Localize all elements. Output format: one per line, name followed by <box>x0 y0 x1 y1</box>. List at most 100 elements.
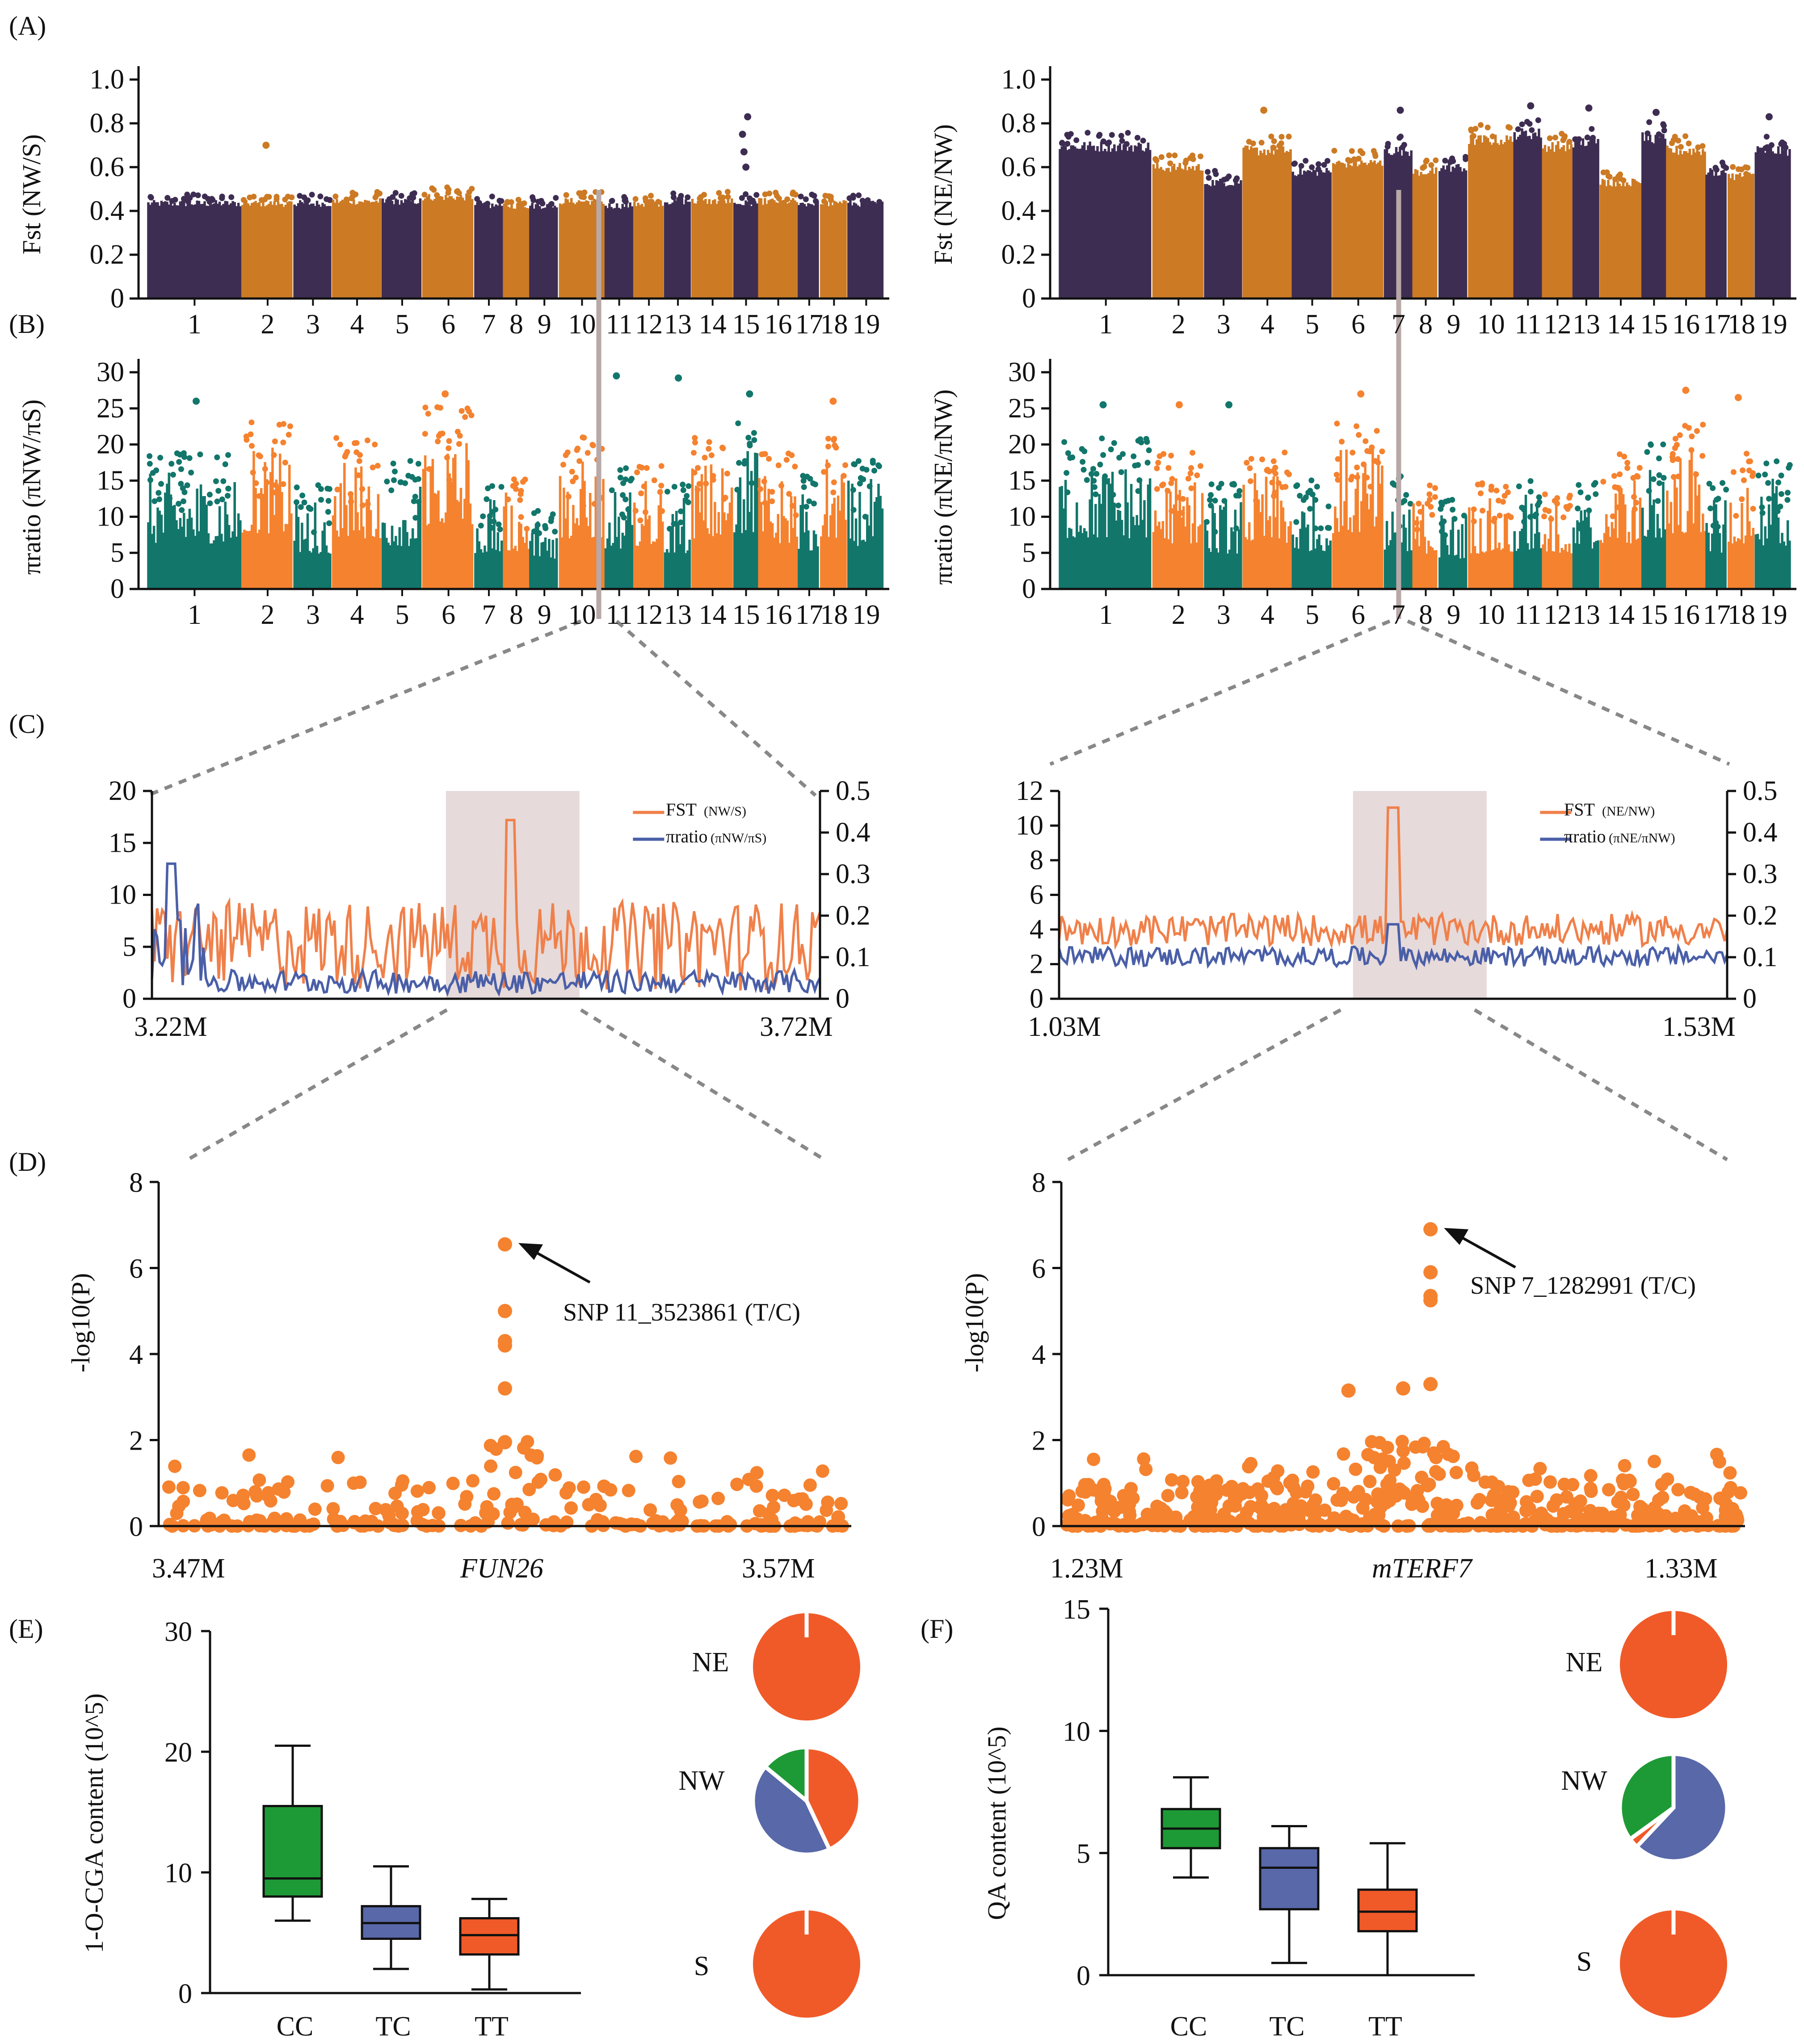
data-point <box>1183 157 1189 164</box>
data-point <box>377 190 383 197</box>
data-point <box>1090 466 1096 472</box>
chromosome-label: 18 <box>1728 600 1755 630</box>
snp-point <box>1734 1486 1747 1500</box>
data-point <box>1442 532 1448 538</box>
data-point <box>476 200 483 206</box>
data-point <box>491 518 497 525</box>
data-point <box>392 468 398 475</box>
data-point <box>1339 438 1345 445</box>
chromosome-label: 14 <box>1607 600 1635 630</box>
x-range-end: 1.33M <box>1644 1553 1718 1584</box>
data-point <box>1488 487 1494 493</box>
data-point <box>1185 475 1191 482</box>
data-point <box>1491 518 1497 524</box>
snp-point <box>508 1499 521 1513</box>
data-point <box>761 478 767 484</box>
data-point <box>658 463 664 469</box>
data-point <box>1085 130 1091 136</box>
top-snp-point <box>1423 1222 1438 1236</box>
data-point <box>1575 505 1581 512</box>
top-snp-point <box>1423 1293 1438 1308</box>
outlier-point <box>442 390 449 398</box>
data-point <box>576 458 583 464</box>
zoom-connector <box>615 619 817 797</box>
data-point <box>627 477 634 484</box>
snp-point <box>1582 1517 1596 1531</box>
data-point <box>1589 126 1595 132</box>
legend-sub: (NW/S) <box>704 804 746 819</box>
y-tick-label: 0 <box>129 1512 143 1542</box>
data-point <box>553 195 559 201</box>
data-point <box>1503 484 1509 490</box>
data-point <box>147 194 154 200</box>
data-point <box>751 437 757 443</box>
snp-point <box>432 1506 446 1520</box>
data-point <box>766 456 772 462</box>
arrow-head <box>518 1243 543 1260</box>
top-snp-point <box>498 1435 512 1450</box>
snp-point <box>215 1486 229 1500</box>
data-point <box>766 190 773 197</box>
data-point <box>1630 475 1636 481</box>
snp-point <box>1602 1483 1615 1497</box>
chromosome-label: 6 <box>442 309 455 340</box>
legend-label: FST <box>666 799 697 820</box>
data-point <box>1590 135 1596 141</box>
data-point <box>1174 494 1181 500</box>
data-point <box>810 480 816 487</box>
data-point <box>426 466 432 472</box>
data-point <box>648 199 655 205</box>
data-point <box>1621 454 1627 460</box>
data-point <box>1165 465 1172 471</box>
data-point <box>1617 451 1623 457</box>
data-point <box>412 515 419 521</box>
snp-point <box>1465 1461 1479 1475</box>
chromosome-label: 16 <box>765 600 792 630</box>
chromosome-block <box>733 451 758 589</box>
data-point <box>485 485 491 492</box>
data-point <box>1784 497 1791 503</box>
data-point <box>1247 465 1253 471</box>
data-point <box>1221 177 1227 183</box>
outlier-point <box>829 397 837 405</box>
snp-point <box>750 1466 764 1480</box>
y-tick-label: 0.8 <box>90 108 125 139</box>
chromosome-block <box>422 193 474 299</box>
data-point <box>1297 492 1303 499</box>
data-point <box>550 511 556 517</box>
top-snp-point <box>1341 1383 1356 1398</box>
snp-point <box>176 1481 190 1495</box>
data-point <box>1298 163 1304 169</box>
y-tick-label: 20 <box>97 429 124 460</box>
chromosome-block <box>1599 480 1642 589</box>
box <box>1259 1847 1320 1910</box>
snp-point <box>803 1478 817 1492</box>
data-point <box>1677 432 1683 438</box>
data-point <box>1656 472 1662 478</box>
data-point <box>1204 519 1210 525</box>
data-point <box>718 195 724 201</box>
category-label: CC <box>1170 2011 1207 2042</box>
data-point <box>710 473 716 479</box>
chromosome-block <box>1754 145 1791 299</box>
data-point <box>1527 488 1534 495</box>
x-range-end: 1.53M <box>1662 1012 1736 1042</box>
data-point <box>1428 504 1434 510</box>
chromosome-label: 1 <box>1099 600 1113 630</box>
data-point <box>859 198 866 204</box>
snp-point <box>589 1493 603 1506</box>
data-point <box>798 193 804 200</box>
y-tick-label: 25 <box>97 393 124 424</box>
data-point <box>721 496 727 502</box>
data-point <box>1552 135 1558 141</box>
chromosome-label: 13 <box>1573 600 1600 630</box>
data-point <box>762 451 768 457</box>
y-tick-label: 0.4 <box>1001 196 1036 226</box>
data-point <box>762 500 768 506</box>
snp-point <box>252 1473 266 1487</box>
chromosome-block <box>1059 467 1152 589</box>
snp-point <box>1087 1452 1101 1466</box>
data-point <box>1779 139 1785 146</box>
chromosome-label: 10 <box>1477 600 1505 630</box>
data-point <box>484 201 491 207</box>
